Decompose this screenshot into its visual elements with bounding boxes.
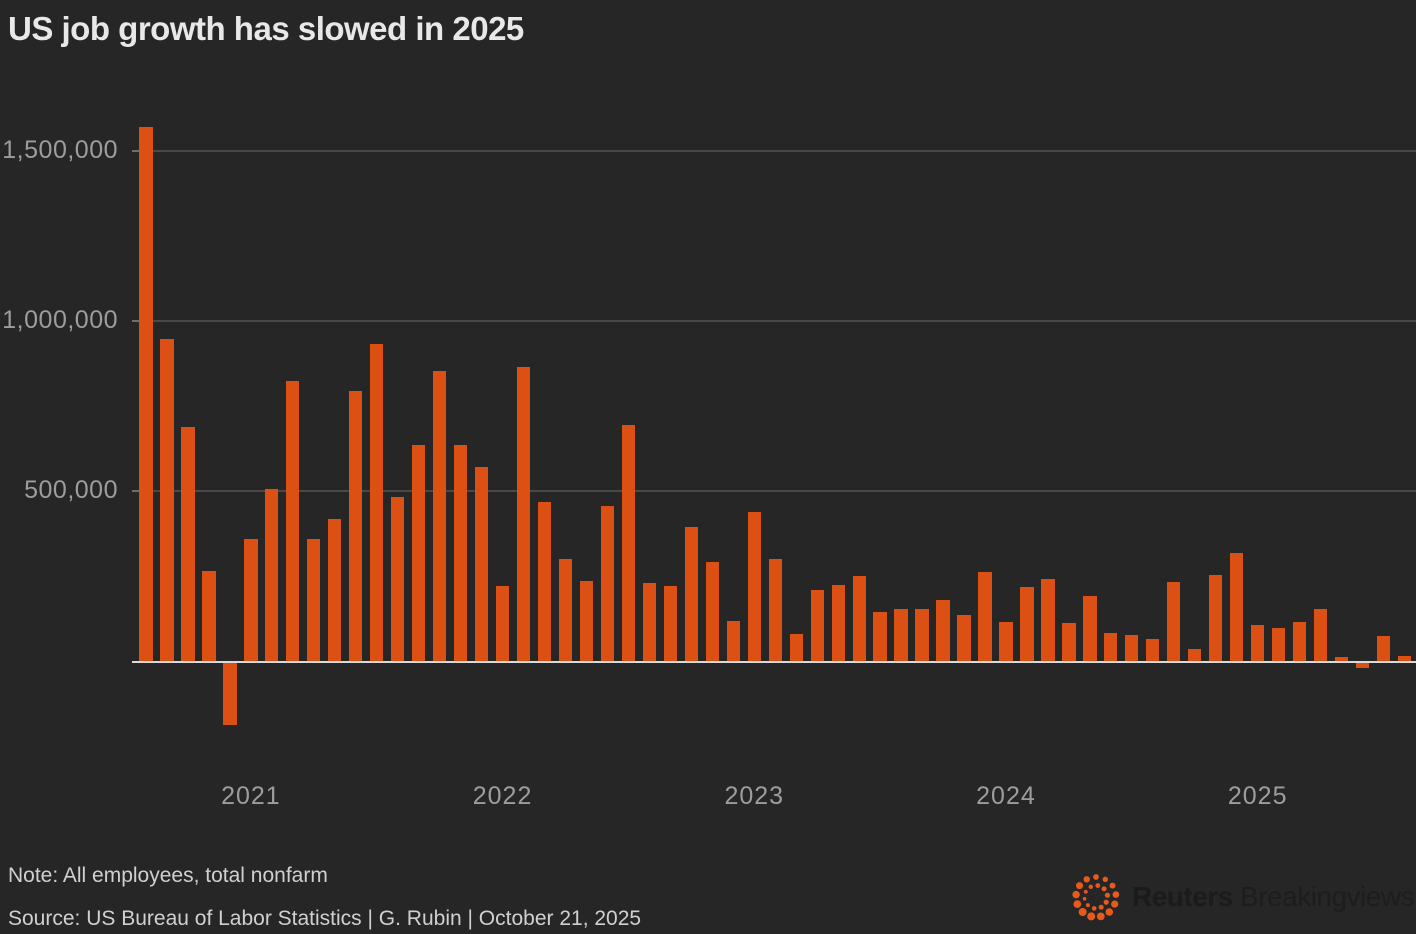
- bar-2020-10: [181, 427, 195, 662]
- y-axis-label: 500,000: [24, 476, 118, 505]
- y-axis-tick: [132, 490, 141, 493]
- branding-name-primary: Reuters: [1132, 881, 1233, 912]
- bar-2021-01: [244, 538, 258, 662]
- bar-2025-01: [1251, 625, 1265, 662]
- x-axis-label-2024: 2024: [976, 782, 1036, 810]
- chart-source: Source: US Bureau of Labor Statistics | …: [8, 907, 642, 930]
- bar-2024-12: [1230, 552, 1244, 662]
- x-axis-label-2023: 2023: [724, 782, 785, 810]
- bar-2021-08: [391, 497, 405, 662]
- bar-2024-07: [1125, 634, 1139, 662]
- bar-2025-05: [1334, 656, 1349, 662]
- y-axis-label: 1,500,000: [2, 135, 118, 164]
- bar-2023-06: [852, 576, 866, 662]
- bar-2023-03: [789, 634, 803, 662]
- bar-2025-08: [1397, 656, 1412, 662]
- bar-2022-07: [621, 425, 636, 662]
- bar-2022-10: [684, 527, 698, 662]
- bar-2022-01: [495, 586, 510, 662]
- bar-2024-03: [1041, 579, 1055, 662]
- y-axis-tick: [132, 149, 141, 152]
- bar-2022-05: [579, 580, 594, 662]
- bar-2023-07: [873, 612, 887, 662]
- bar-2022-04: [558, 558, 573, 662]
- bar-2023-08: [894, 609, 908, 662]
- bar-2022-11: [705, 562, 719, 662]
- reuters-logo-icon: [1072, 874, 1120, 921]
- branding-name: Reuters Breakingviews: [1132, 881, 1415, 913]
- bar-2020-08: [139, 126, 153, 662]
- bar-2024-08: [1146, 639, 1160, 662]
- bar-2020-11: [202, 570, 216, 662]
- bar-2024-02: [1020, 586, 1034, 662]
- bar-2022-06: [600, 506, 615, 662]
- bar-2023-12: [978, 572, 992, 662]
- bar-2024-04: [1062, 623, 1076, 662]
- bar-2025-03: [1292, 622, 1307, 662]
- x-axis-label-2025: 2025: [1227, 782, 1288, 810]
- bar-2024-10: [1188, 648, 1202, 662]
- bar-2024-06: [1104, 633, 1118, 662]
- bar-2025-07: [1376, 636, 1391, 662]
- bar-2025-04: [1313, 609, 1328, 662]
- branding-name-secondary: Breakingviews: [1240, 881, 1415, 912]
- bar-2023-02: [768, 558, 782, 662]
- x-axis-baseline: [132, 660, 1416, 663]
- bar-2023-10: [936, 599, 950, 662]
- bar-2021-06: [349, 391, 363, 662]
- bar-2021-05: [328, 519, 342, 662]
- bar-2022-08: [642, 583, 657, 662]
- bar-2021-11: [453, 445, 468, 662]
- bar-2024-09: [1167, 581, 1181, 662]
- bar-2024-05: [1083, 596, 1097, 662]
- bar-2020-12: [223, 661, 237, 725]
- y-gridline: [132, 319, 1416, 322]
- bar-2025-02: [1272, 628, 1286, 662]
- bar-2023-04: [810, 590, 824, 662]
- branding-watermark: Reuters Breakingviews: [1070, 868, 1416, 926]
- bar-2022-12: [726, 621, 740, 662]
- bar-2021-03: [286, 381, 300, 662]
- bar-2025-06: [1355, 661, 1370, 668]
- bar-2023-05: [831, 585, 845, 662]
- chart-note: Note: All employees, total nonfarm: [8, 864, 328, 887]
- bar-2022-03: [537, 501, 552, 662]
- y-gridline: [132, 149, 1416, 152]
- bar-2023-01: [747, 511, 761, 662]
- y-axis-tick: [132, 319, 141, 322]
- bar-2021-04: [307, 538, 321, 662]
- bar-2024-01: [999, 622, 1013, 662]
- y-gridline: [132, 490, 1416, 493]
- x-axis-label-2021: 2021: [221, 782, 281, 810]
- bar-2021-12: [474, 467, 489, 662]
- bar-2021-10: [433, 370, 447, 662]
- bar-2024-11: [1209, 574, 1223, 662]
- bar-2022-02: [516, 366, 531, 662]
- bar-2020-09: [160, 338, 174, 662]
- x-axis-label-2022: 2022: [472, 782, 533, 810]
- bar-2023-11: [957, 614, 971, 662]
- bar-2023-09: [915, 609, 929, 662]
- bar-2021-07: [370, 343, 384, 662]
- bar-2021-09: [412, 444, 426, 662]
- chart-title: US job growth has slowed in 2025: [8, 10, 524, 47]
- y-axis-label: 1,000,000: [2, 305, 118, 334]
- bar-2022-09: [663, 585, 678, 662]
- bar-2021-02: [265, 488, 279, 662]
